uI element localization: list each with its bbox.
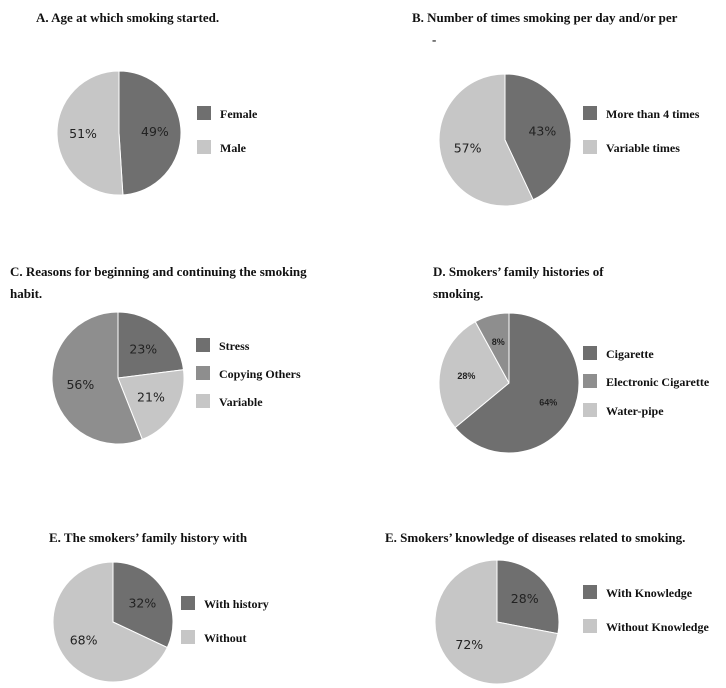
- legend-swatch-female: [197, 106, 211, 120]
- pie-slice-with-history: [112, 561, 174, 649]
- legend-swatch-cigarette: [583, 346, 597, 360]
- pie-slice-electronic-cigarette: [474, 312, 510, 384]
- legend-swatch-copying-others: [196, 366, 210, 380]
- legend-swatch-variable: [196, 394, 210, 408]
- chart-title: B. Number of times smoking per day and/o…: [412, 10, 678, 25]
- chart-title-line2: smoking.: [433, 286, 483, 301]
- pie-slice-variable-times: [438, 73, 534, 207]
- legend-label-electronic-cigarette: Electronic Cigarette: [606, 375, 710, 389]
- data-label-more-than-4-times: 43%: [528, 124, 556, 139]
- chart-title: A. Age at which smoking started.: [36, 10, 219, 25]
- pie-slice-without: [52, 561, 168, 683]
- data-label-stress: 23%: [129, 341, 157, 356]
- data-label-variable-times: 57%: [454, 140, 482, 155]
- legend-label-without-knowledge: Without Knowledge: [606, 620, 709, 634]
- data-label-without: 68%: [70, 633, 98, 648]
- pie-slice-without-knowledge: [434, 559, 559, 685]
- legend-swatch-water-pipe: [583, 403, 597, 417]
- legend-label-more-than-4-times: More than 4 times: [606, 107, 700, 121]
- legend-label-water-pipe: Water-pipe: [606, 404, 664, 418]
- pie-slice-more-than-4-times: [504, 73, 572, 201]
- pie-panel-5: E. The smokers’ family history with 32% 68…: [49, 530, 269, 683]
- data-label-female: 49%: [141, 124, 169, 139]
- pie-slice-male: [56, 70, 124, 196]
- chart-title: E. Smokers’ knowledge of diseases relate…: [385, 530, 685, 545]
- chart-title: D. Smokers’ family histories of: [433, 264, 604, 279]
- pie-slice-stress: [117, 311, 185, 379]
- legend-label-variable-times: Variable times: [606, 141, 680, 155]
- pie-slice-cigarette: [454, 312, 580, 454]
- legend-label-cigarette: Cigarette: [606, 347, 654, 361]
- data-label-variable: 21%: [137, 389, 165, 404]
- pie-panel-2: B. Number of times smoking per day and/o…: [412, 10, 700, 207]
- legend-label-variable: Variable: [219, 395, 263, 409]
- pie-slice-with-knowledge: [496, 559, 560, 635]
- chart-title-line2: -: [432, 32, 436, 47]
- chart-title: E. The smokers’ family history with: [49, 530, 248, 545]
- data-label-male: 51%: [69, 126, 97, 141]
- legend-swatch-without: [181, 630, 195, 644]
- pie-panel-4: D. Smokers’ family histories of smoking. 6…: [433, 264, 710, 454]
- data-label-with-knowledge: 28%: [511, 591, 539, 606]
- legend-label-with-knowledge: With Knowledge: [606, 586, 693, 600]
- pie-slice-water-pipe: [438, 320, 510, 429]
- legend-swatch-with-history: [181, 596, 195, 610]
- pie-slice-female: [118, 70, 182, 196]
- legend-label-female: Female: [220, 107, 258, 121]
- legend-swatch-with-knowledge: [583, 585, 597, 599]
- legend-label-with-history: With history: [204, 597, 269, 611]
- pie-panel-6: E. Smokers’ knowledge of diseases relate…: [385, 530, 709, 685]
- legend-label-without: Without: [204, 631, 246, 645]
- data-label-without-knowledge: 72%: [455, 637, 483, 652]
- legend-label-stress: Stress: [219, 339, 250, 353]
- data-label-electronic-cigarette: 8%: [492, 337, 505, 347]
- data-label-with-history: 32%: [128, 595, 156, 610]
- legend-swatch-variable-times: [583, 140, 597, 154]
- legend-swatch-stress: [196, 338, 210, 352]
- legend-swatch-without-knowledge: [583, 619, 597, 633]
- pie-panel-3: C. Reasons for beginning and continuing …: [10, 264, 307, 445]
- legend-swatch-electronic-cigarette: [583, 374, 597, 388]
- data-label-cigarette: 64%: [539, 397, 557, 407]
- legend-label-male: Male: [220, 141, 247, 155]
- legend-label-copying-others: Copying Others: [219, 367, 301, 381]
- data-label-water-pipe: 28%: [457, 371, 475, 381]
- data-label-copying-others: 56%: [66, 377, 94, 392]
- legend-swatch-male: [197, 140, 211, 154]
- legend-swatch-more-than-4-times: [583, 106, 597, 120]
- pie-slice-copying-others: [51, 311, 143, 445]
- chart-title-line2: habit.: [10, 286, 42, 301]
- pie-slice-variable: [117, 369, 185, 441]
- chart-title: C. Reasons for beginning and continuing …: [10, 264, 307, 279]
- pie-panel-1: A. Age at which smoking started. 49% 51% Fe…: [36, 10, 258, 196]
